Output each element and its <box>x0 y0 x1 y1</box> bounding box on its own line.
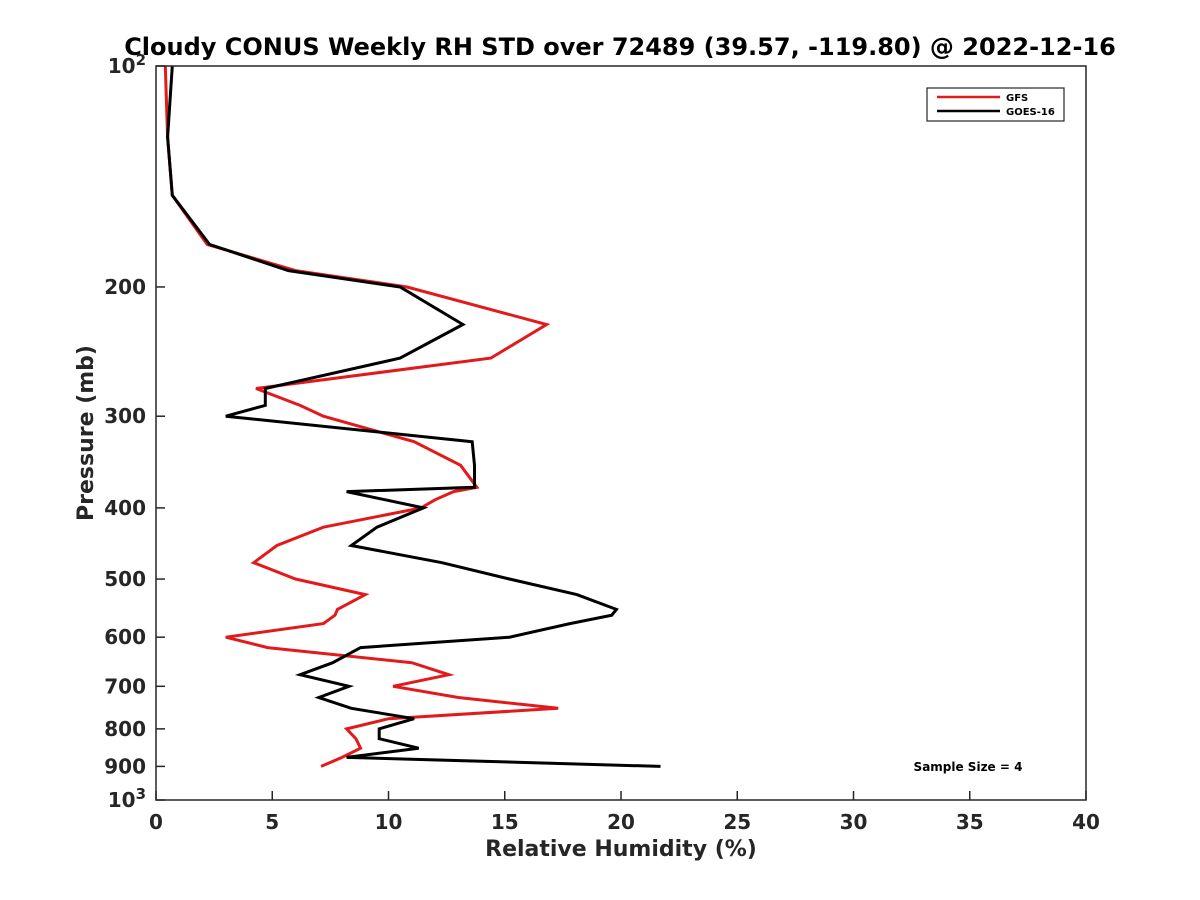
y-tick-label: 900 <box>104 754 146 778</box>
sample-size-annotation: Sample Size = 4 <box>914 760 1023 774</box>
x-tick-label: 0 <box>149 810 163 834</box>
legend: GFS GOES-16 <box>926 87 1065 122</box>
legend-label-gfs: GFS <box>1006 93 1028 104</box>
x-tick-label: 20 <box>607 810 635 834</box>
chart-title: Cloudy CONUS Weekly RH STD over 72489 (3… <box>124 33 1116 61</box>
x-tick-label: 40 <box>1072 810 1100 834</box>
y-tick-label: 103 <box>108 785 146 812</box>
y-tick-label: 400 <box>104 496 146 520</box>
y-tick-label: 300 <box>104 404 146 428</box>
series-line-gfs <box>163 65 559 768</box>
x-tick-label: 30 <box>840 810 868 834</box>
y-axis: 102 200 300 400 500 600 700 800 900 103 <box>104 51 165 812</box>
legend-box <box>926 87 1065 122</box>
x-axis: 0 5 10 15 20 25 30 35 40 <box>149 791 1100 834</box>
series-layer <box>163 65 661 768</box>
y-axis-label: Pressure (mb) <box>74 345 99 521</box>
y-tick-label: 200 <box>104 275 146 299</box>
y-tick-label: 500 <box>104 567 146 591</box>
x-tick-label: 25 <box>723 810 751 834</box>
y-tick-label: 800 <box>104 717 146 741</box>
x-axis-label: Relative Humidity (%) <box>485 837 757 862</box>
legend-label-goes16: GOES-16 <box>1006 107 1055 118</box>
series-line-goes-16 <box>166 65 661 768</box>
x-tick-label: 15 <box>491 810 519 834</box>
x-tick-label: 35 <box>956 810 984 834</box>
x-tick-label: 10 <box>375 810 403 834</box>
y-tick-label: 102 <box>108 51 146 78</box>
y-tick-label: 600 <box>104 625 146 649</box>
y-tick-label: 700 <box>104 674 146 698</box>
x-tick-label: 5 <box>265 810 279 834</box>
plot-frame <box>155 65 1087 801</box>
